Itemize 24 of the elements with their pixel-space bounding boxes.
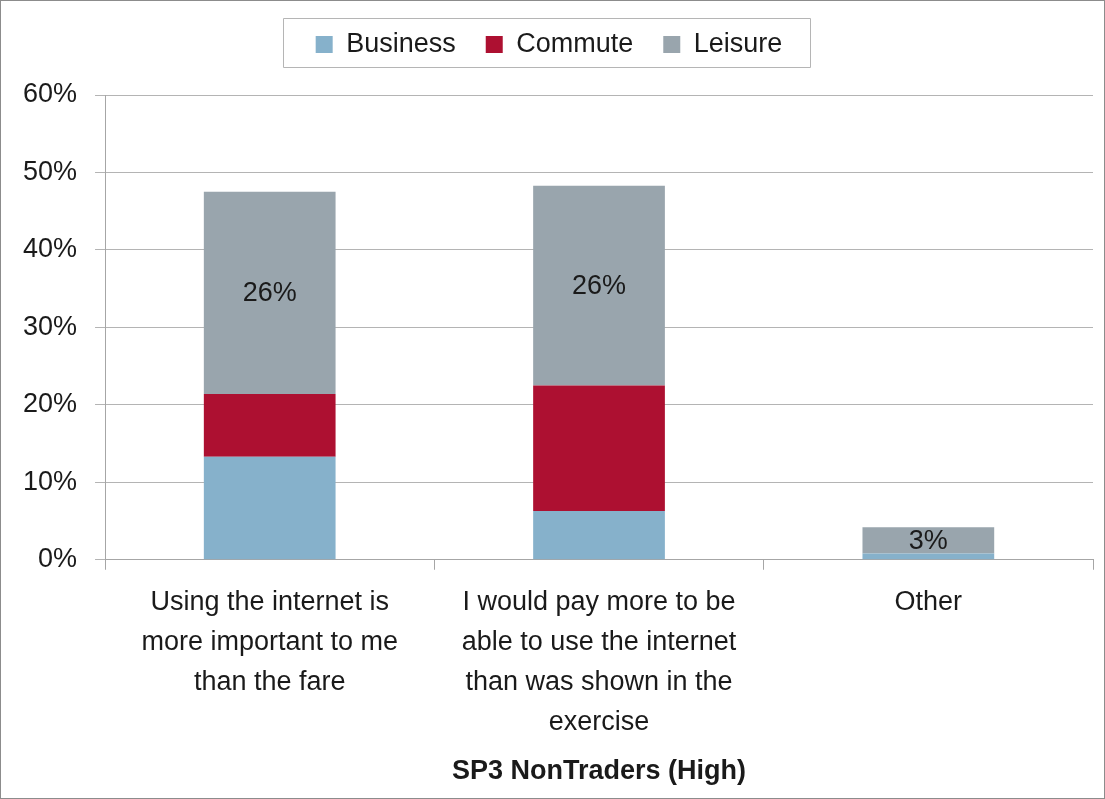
x-tick-label: I would pay more to be able to use the internet than was shown in the exercise [461,586,737,737]
y-tick-label: 20% [22,388,78,419]
bar [203,394,336,457]
data-label: 3% [908,524,948,555]
y-tick-label: 10% [22,465,78,496]
legend-label: Business [346,27,456,58]
legend-label: Leisure [693,27,783,58]
x-tick-label: Using the internet is more important to me than the fare [141,586,398,697]
y-tick-label: 30% [22,310,78,341]
y-tick-label: 60% [22,78,78,109]
data-label: 26% [572,270,627,300]
legend-label: Commute [516,27,634,58]
bar [203,191,336,394]
x-tick-label: Other [894,586,963,617]
bar [533,385,665,511]
bar [862,527,995,554]
data-label: 26% [242,277,297,308]
bar [203,456,336,560]
y-tick-label: 40% [22,233,78,264]
bar [533,510,665,560]
x-axis-title: SP3 NonTraders (High) [452,755,747,786]
bar [533,185,665,386]
y-tick-label: 50% [22,155,78,186]
y-tick-label: 0% [38,543,78,574]
